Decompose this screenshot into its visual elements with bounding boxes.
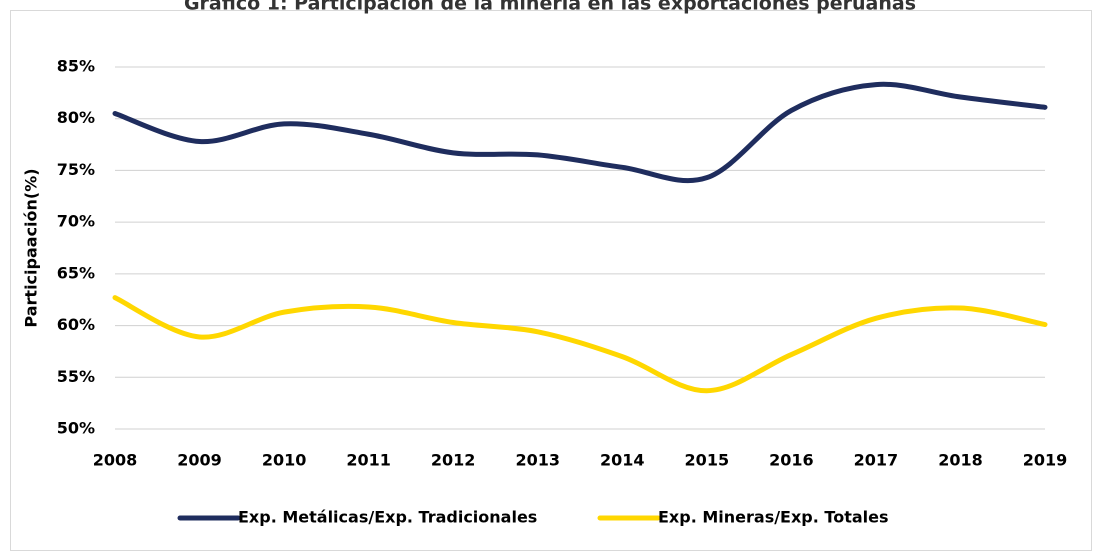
x-tick-label: 2018 bbox=[938, 451, 983, 470]
x-tick-label: 2015 bbox=[685, 451, 730, 470]
y-tick-label: 55% bbox=[57, 367, 95, 386]
x-tick-label: 2013 bbox=[515, 451, 560, 470]
legend-label: Exp. Mineras/Exp. Totales bbox=[658, 508, 889, 527]
y-tick-label: 50% bbox=[57, 419, 95, 438]
x-tick-label: 2019 bbox=[1023, 451, 1068, 470]
line bbox=[112, 81, 1048, 184]
x-tick-label: 2014 bbox=[600, 451, 645, 470]
y-tick-label: 65% bbox=[57, 263, 95, 282]
x-tick-label: 2009 bbox=[177, 451, 222, 470]
y-tick-label: 75% bbox=[57, 160, 95, 179]
x-tick-label: 2010 bbox=[262, 451, 307, 470]
y-tick-label: 85% bbox=[57, 57, 95, 76]
y-tick-label: 60% bbox=[57, 315, 95, 334]
x-tick-label: 2008 bbox=[93, 451, 138, 470]
y-axis-label: Participaación(%) bbox=[22, 168, 41, 327]
x-tick-label: 2016 bbox=[769, 451, 814, 470]
line bbox=[112, 295, 1048, 394]
x-tick-label: 2012 bbox=[431, 451, 476, 470]
chart-title: Gráfico 1: Participación de la minería e… bbox=[184, 0, 916, 15]
y-tick-label: 70% bbox=[57, 212, 95, 231]
x-tick-label: 2017 bbox=[854, 451, 899, 470]
x-tick-label: 2011 bbox=[346, 451, 391, 470]
y-tick-label: 80% bbox=[57, 108, 95, 127]
legend-label: Exp. Metálicas/Exp. Tradicionales bbox=[238, 508, 537, 527]
